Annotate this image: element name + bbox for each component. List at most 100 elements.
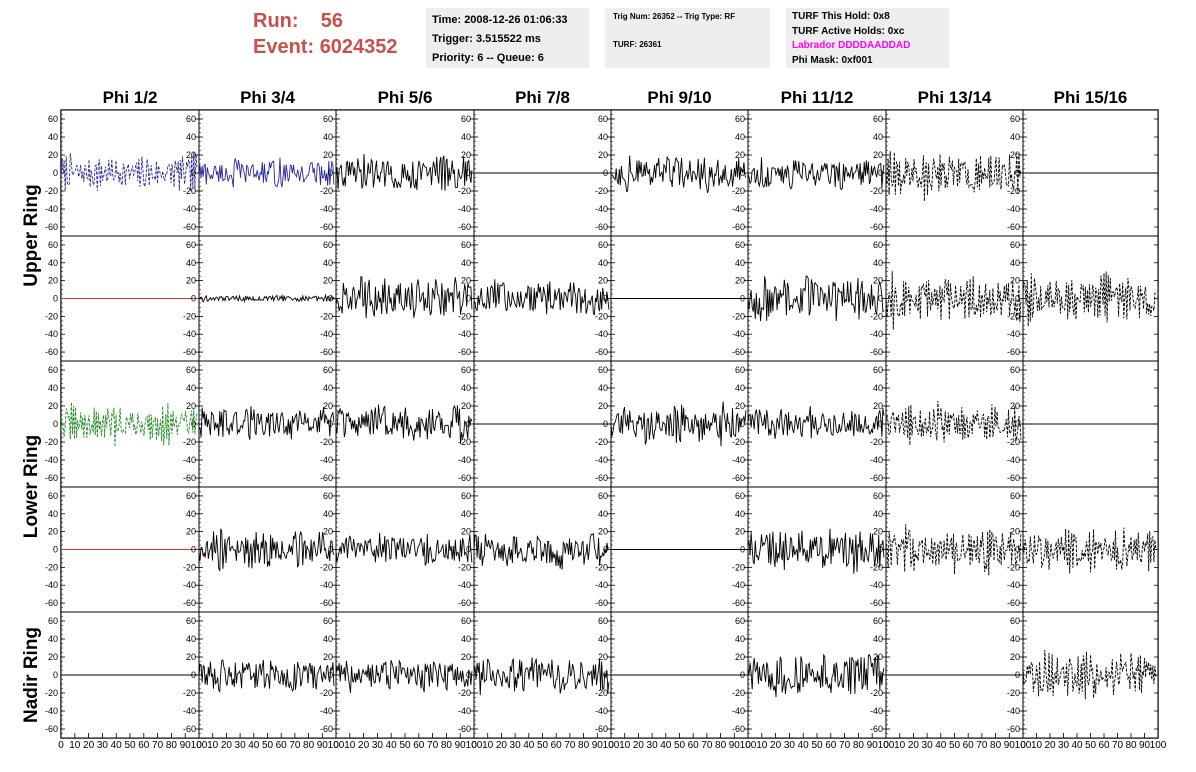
x-tick-label: 60: [551, 740, 563, 751]
x-tick-label: 100: [878, 740, 895, 751]
y-tick-label: 60: [186, 365, 196, 375]
waveform-line: [747, 528, 885, 574]
y-tick-label: -20: [458, 562, 471, 572]
y-tick-label: 20: [598, 276, 608, 286]
y-tick-label: 0: [191, 168, 196, 178]
y-tick-label: -20: [732, 186, 745, 196]
x-tick-label: 0: [58, 740, 64, 751]
x-tick-label: 80: [853, 740, 865, 751]
x-tick-label: 60: [413, 740, 425, 751]
x-tick-label: 100: [740, 740, 757, 751]
turf-info-box: TURF This Hold: 0x8 TURF Active Holds: 0…: [786, 8, 949, 68]
y-tick-label: 0: [328, 670, 333, 680]
y-tick-label: -40: [320, 204, 333, 214]
y-tick-label: 0: [740, 168, 745, 178]
x-tick-label: 70: [152, 740, 164, 751]
y-tick-label: -20: [458, 311, 471, 321]
y-tick-label: -20: [870, 311, 883, 321]
y-tick-label: 40: [186, 634, 196, 644]
panel-r3-c5: -60 -40 -20 0 20 40 60: [732, 486, 887, 613]
column-header: Phi 11/12: [781, 88, 854, 107]
event-value: 6024352: [319, 36, 398, 58]
y-tick-label: 40: [186, 132, 196, 142]
y-tick-label: -40: [320, 580, 333, 590]
y-tick-label: 0: [53, 168, 58, 178]
y-tick-label: 20: [461, 527, 471, 537]
x-tick-label: 20: [770, 740, 782, 751]
y-tick-label: -60: [870, 724, 883, 734]
panel-frame: [198, 360, 337, 488]
y-tick-label: -60: [595, 222, 608, 232]
y-tick-label: -40: [183, 329, 196, 339]
waveform-line: [198, 157, 335, 188]
x-tick-label: 60: [688, 740, 700, 751]
y-tick-label: 0: [1015, 670, 1020, 680]
y-tick-label: 40: [1010, 132, 1020, 142]
y-tick-label: 60: [598, 616, 608, 626]
waveform-line: [198, 293, 335, 304]
y-tick-label: 60: [323, 240, 333, 250]
y-tick-label: 0: [328, 294, 333, 304]
x-tick-label: 70: [839, 740, 851, 751]
x-tick-label: 80: [166, 740, 178, 751]
x-tick-label: 10: [619, 740, 631, 751]
y-tick-label: -20: [320, 311, 333, 321]
y-tick-label: -60: [45, 347, 58, 357]
x-tick-label: 10: [69, 740, 81, 751]
y-tick-label: 20: [186, 150, 196, 160]
y-tick-label: 20: [1010, 652, 1020, 662]
panel-r4-c4: -60 -40 -20 0 20 40 60: [595, 611, 749, 739]
x-tick-label: 70: [427, 740, 439, 751]
y-tick-label: 60: [1010, 616, 1020, 626]
y-tick-label: 40: [735, 634, 745, 644]
x-tick-label: 50: [124, 740, 136, 751]
priority-text: Priority: 6 -- Queue: 6: [432, 52, 544, 64]
x-tick-label: 30: [1058, 740, 1070, 751]
y-tick-label: -40: [1007, 329, 1020, 339]
y-tick-label: 40: [735, 383, 745, 393]
panel-r1-c1: -60 -40 -20 0 20 40 60: [183, 235, 337, 362]
y-tick-label: 20: [323, 150, 333, 160]
y-tick-label: 60: [735, 365, 745, 375]
waveform-line: [747, 406, 885, 439]
y-tick-label: -60: [183, 222, 196, 232]
y-tick-label: 40: [735, 509, 745, 519]
x-tick-label: 100: [1150, 740, 1167, 751]
waveform-line: [1022, 271, 1157, 327]
y-tick-label: 40: [1010, 383, 1020, 393]
y-tick-label: 20: [461, 276, 471, 286]
x-tick-label: 100: [466, 740, 483, 751]
y-tick-label: -40: [595, 455, 608, 465]
y-tick-label: 20: [48, 276, 58, 286]
waveform-line: [885, 271, 1022, 330]
y-tick-label: 40: [48, 258, 58, 268]
x-tick-label: 20: [83, 740, 95, 751]
y-tick-label: -40: [458, 329, 471, 339]
y-tick-label: -60: [1007, 222, 1020, 232]
y-tick-label: -40: [595, 329, 608, 339]
x-tick-label: 10: [894, 740, 906, 751]
y-tick-label: 0: [740, 294, 745, 304]
y-tick-label: 0: [603, 545, 608, 555]
panel-r4-c5: -60 -40 -20 0 20 40 60: [732, 611, 887, 739]
turf-active-text: TURF Active Holds: 0xc: [792, 25, 905, 37]
y-tick-label: 40: [323, 258, 333, 268]
y-tick-label: -20: [183, 688, 196, 698]
run-label: Run:: [253, 10, 299, 32]
panel-frame: [747, 360, 887, 488]
y-tick-label: 40: [1010, 258, 1020, 268]
y-tick-label: -40: [45, 204, 58, 214]
panel-r3-c1: -60 -40 -20 0 20 40 60: [183, 486, 337, 613]
panel-r3-c7: -60 -40 -20 0 20 40 60: [1007, 486, 1159, 613]
panel-r4-c2: -60 -40 -20 0 20 40 60: [320, 611, 475, 739]
y-tick-label: -40: [320, 329, 333, 339]
x-tick-label: 90: [867, 740, 879, 751]
y-tick-label: 40: [873, 383, 883, 393]
x-tick-label: 30: [922, 740, 934, 751]
phi-mask-text: Phi Mask: 0xf001: [792, 54, 873, 66]
x-tick-label: 0: [471, 740, 477, 751]
x-tick-label: 0: [1020, 740, 1026, 751]
waveform-line: [610, 401, 747, 447]
time-text: Time: 2008-12-26 01:06:33: [432, 14, 568, 26]
waveform-line: [885, 151, 1022, 202]
